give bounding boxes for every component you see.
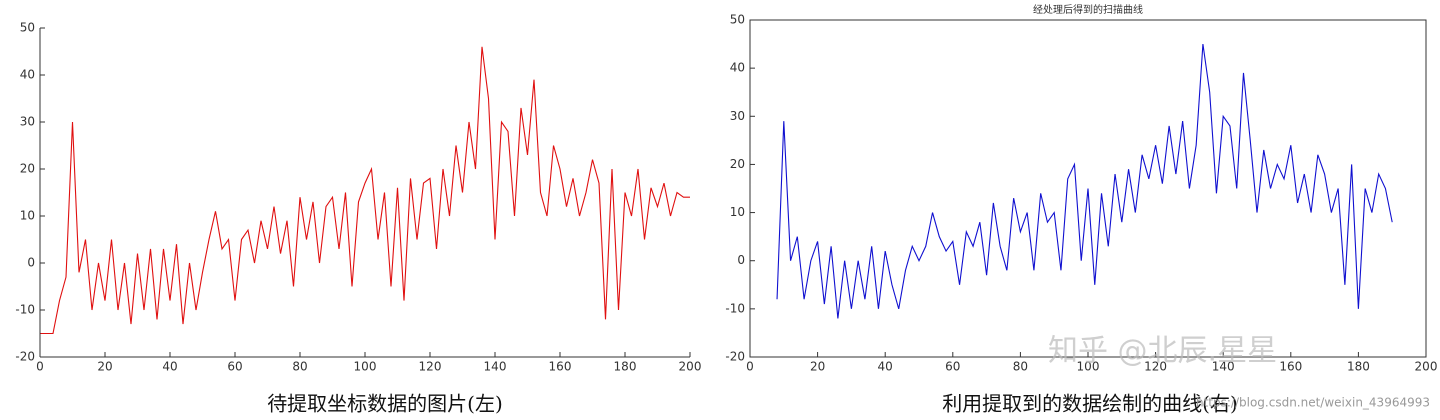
caption: 待提取坐标数据的图片(左) bbox=[267, 392, 503, 416]
x-tick-label: 100 bbox=[1077, 360, 1100, 374]
x-tick-label: 80 bbox=[1013, 360, 1028, 374]
y-tick-label: 50 bbox=[20, 21, 35, 35]
x-tick-label: 120 bbox=[1144, 360, 1167, 374]
y-tick-label: 50 bbox=[730, 13, 745, 27]
y-tick-label: 10 bbox=[730, 205, 745, 219]
y-tick-label: -10 bbox=[725, 301, 745, 315]
x-tick-label: 160 bbox=[1279, 360, 1302, 374]
x-tick-label: 200 bbox=[679, 360, 702, 374]
y-tick-label: 40 bbox=[730, 61, 745, 75]
y-tick-label: 40 bbox=[20, 68, 35, 82]
line-series bbox=[40, 46, 690, 335]
x-tick-label: 0 bbox=[36, 360, 44, 374]
x-tick-label: 180 bbox=[614, 360, 637, 374]
x-tick-label: 180 bbox=[1347, 360, 1370, 374]
x-tick-label: 0 bbox=[746, 360, 754, 374]
plot-frame bbox=[749, 19, 1427, 358]
x-tick-label: 200 bbox=[1415, 360, 1438, 374]
x-tick-label: 80 bbox=[292, 360, 307, 374]
x-tick-label: 60 bbox=[945, 360, 960, 374]
y-tick-label: 0 bbox=[737, 253, 745, 267]
y-tick-label: -20 bbox=[15, 350, 35, 364]
line-series bbox=[776, 43, 1393, 319]
x-tick-label: 20 bbox=[810, 360, 825, 374]
x-tick-label: 20 bbox=[97, 360, 112, 374]
x-tick-label: 140 bbox=[484, 360, 507, 374]
x-tick-label: 40 bbox=[162, 360, 177, 374]
y-tick-label: 20 bbox=[20, 162, 35, 176]
x-tick-label: 160 bbox=[549, 360, 572, 374]
y-tick-label: 30 bbox=[20, 115, 35, 129]
y-tick-label: 0 bbox=[27, 256, 35, 270]
x-tick-label: 120 bbox=[419, 360, 442, 374]
y-tick-label: -20 bbox=[725, 350, 745, 364]
y-tick-label: 10 bbox=[20, 209, 35, 223]
y-tick-label: 20 bbox=[730, 157, 745, 171]
x-tick-label: 100 bbox=[354, 360, 377, 374]
watermark-url: https://blog.csdn.net/weixin_43964993 bbox=[1196, 396, 1430, 410]
x-tick-label: 60 bbox=[227, 360, 242, 374]
x-tick-label: 140 bbox=[1212, 360, 1235, 374]
y-tick-label: 30 bbox=[730, 109, 745, 123]
caption: 利用提取到的数据绘制的曲线(右) bbox=[942, 392, 1238, 416]
watermark: 知乎 @北辰.星星 bbox=[1048, 334, 1277, 369]
chart-title: 经处理后得到的扫描曲线 bbox=[1033, 3, 1143, 16]
y-tick-label: -10 bbox=[15, 303, 35, 317]
x-tick-label: 40 bbox=[878, 360, 893, 374]
